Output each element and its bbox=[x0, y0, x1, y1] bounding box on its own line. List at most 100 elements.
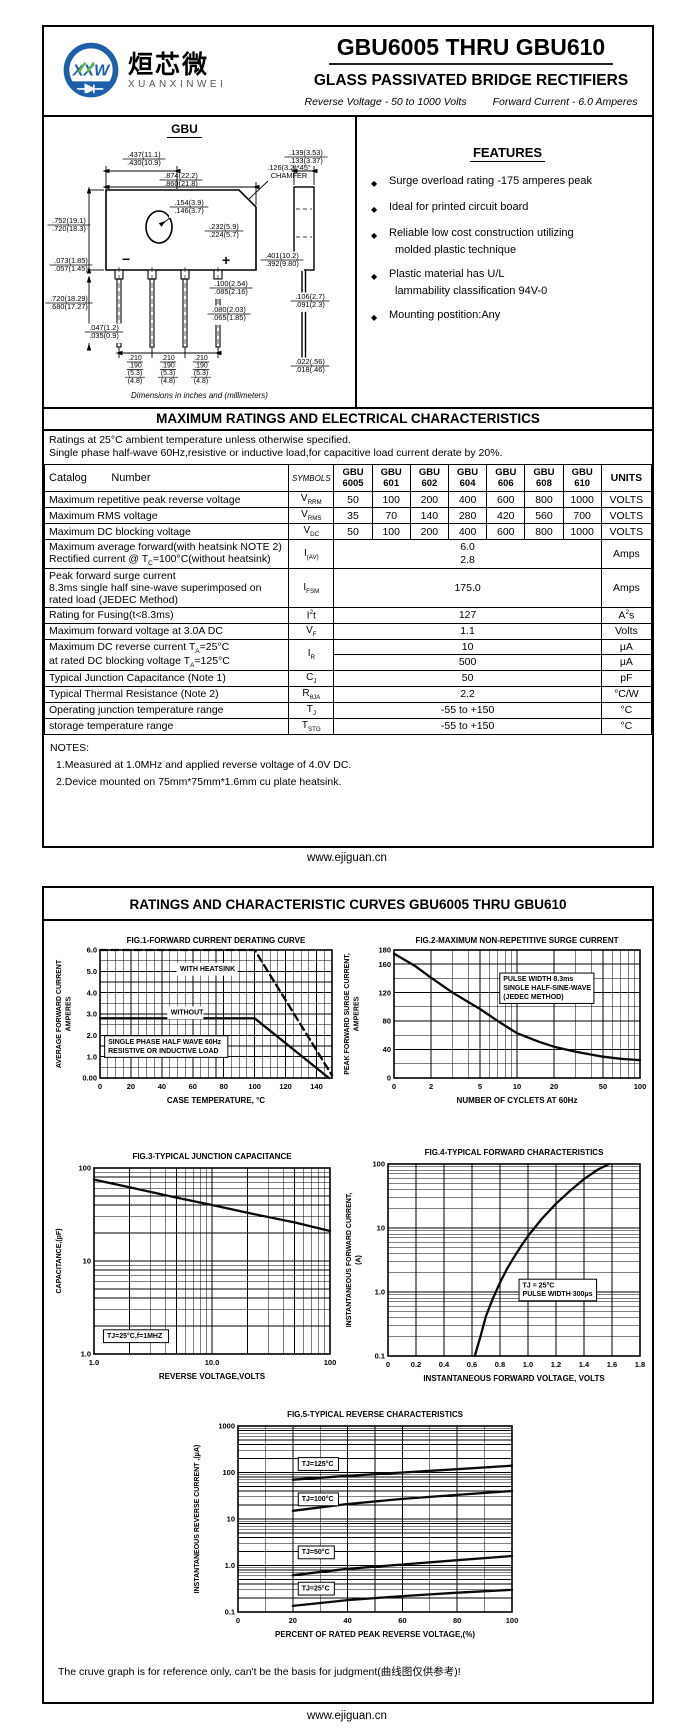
dimension-label: .224(5.7) bbox=[209, 230, 239, 239]
chart-title: FIG.4-TYPICAL FORWARD CHARACTERISTICS bbox=[425, 1148, 604, 1157]
feature-text: Surge overload rating -175 amperes peak bbox=[389, 175, 593, 187]
table-cell: Amps bbox=[600, 568, 653, 609]
ratings-condition-line: Single phase half-wave 60Hz,resistive or… bbox=[49, 447, 503, 459]
y-tick-label: 0 bbox=[387, 1074, 391, 1083]
feature-item: ◆ Mounting postition:Any bbox=[371, 308, 644, 325]
feature-item: ◆ Reliable low cost construction utilizin… bbox=[371, 226, 644, 258]
table-cell: 400 bbox=[447, 491, 488, 508]
table-cell: 35 bbox=[333, 507, 373, 524]
y-tick-label: 120 bbox=[378, 988, 391, 997]
y-tick-label: 100 bbox=[78, 1164, 91, 1173]
y-axis-label: INSTANTANEOUS REVERSE CURRENT ,(μA) bbox=[194, 1445, 201, 1594]
plot-border bbox=[393, 949, 641, 1079]
table-cell: 200 bbox=[409, 523, 449, 540]
y-tick-label: 180 bbox=[378, 946, 391, 955]
x-tick-label: 0.8 bbox=[495, 1360, 505, 1369]
x-tick-label: 5 bbox=[478, 1082, 482, 1091]
annotation-box bbox=[297, 1581, 335, 1596]
dimension-label: .720(18.3) bbox=[52, 224, 86, 233]
x-tick-label: 0.4 bbox=[439, 1360, 450, 1369]
table-cell: 280 bbox=[447, 507, 488, 524]
electrical-characteristics-table: Catalog Number SYMBOLS GBU 6005 GBU 601 GBU 602… bbox=[43, 464, 653, 735]
dimension-label: .401(10.2) bbox=[265, 251, 299, 260]
annotation-text: RESISTIVE OR INDUCTIVE LOAD bbox=[108, 1048, 218, 1055]
table-cell: -55 to +150 bbox=[333, 717, 602, 735]
y-tick-label: 0.00 bbox=[82, 1074, 97, 1083]
logo-pinyin-name: XUANXINWEI bbox=[128, 79, 227, 90]
ratings-conditions: Ratings at 25°C ambient temperature unle… bbox=[44, 431, 652, 464]
dimension-label: .035(0.9) bbox=[89, 331, 119, 340]
x-axis-label: REVERSE VOLTAGE,VOLTS bbox=[159, 1372, 266, 1381]
dimension-label: .146(3.7) bbox=[174, 206, 204, 215]
x-tick-label: 10 bbox=[513, 1082, 521, 1091]
package-drawing: GBU bbox=[44, 117, 357, 407]
table-cell: 420 bbox=[486, 507, 526, 524]
table-row: Maximum average forward(with heatsink NO… bbox=[43, 538, 653, 570]
annotation-box bbox=[167, 1006, 204, 1020]
y-axis-label: (A) bbox=[356, 1255, 363, 1265]
dimension-label: .047(1.2) bbox=[89, 323, 119, 332]
dimension-label: .392(9.80) bbox=[265, 259, 299, 268]
dimension-label: (5.3) bbox=[194, 370, 208, 377]
table-cell: 2.2 bbox=[333, 685, 602, 703]
curve-tj-125-c bbox=[291, 1464, 514, 1481]
y-axis-label: AMPERES bbox=[66, 996, 73, 1031]
datasheet-page-1: XXW 烜芯微 XUANXINWEI bbox=[42, 25, 654, 848]
part-number-title: GBU6005 THRU GBU610 bbox=[328, 34, 614, 65]
fig2-max-non-repetitive-surge-current: 0 2 5 10 20 50 100 0 40 80 120 160 180 PULSE WIDTH 8.… bbox=[340, 934, 648, 1117]
dimension-label: .139(3.53) bbox=[289, 148, 323, 157]
table-row: Maximum RMS voltage VRMS 35 70 140 280 420 560 7… bbox=[43, 507, 653, 524]
plot-border bbox=[237, 1425, 513, 1613]
x-tick-label: 40 bbox=[343, 1616, 351, 1625]
table-cell: 1.1 bbox=[333, 622, 602, 640]
x-tick-label: 1.6 bbox=[607, 1360, 617, 1369]
annotation-box bbox=[297, 1545, 335, 1560]
table-cell: 6.0 2.8 bbox=[333, 538, 602, 570]
document-subtitle: GLASS PASSIVATED BRIDGE RECTIFIERS bbox=[313, 72, 629, 89]
dimension-label: .154(3.9) bbox=[174, 198, 204, 207]
dimension-label: .232(5.9) bbox=[209, 222, 239, 231]
table-cell: 50 bbox=[333, 669, 602, 687]
table-row: Rating for Fusing(t<8.3ms) I2t 127 A2s bbox=[43, 607, 653, 624]
x-tick-label: 60 bbox=[398, 1616, 406, 1625]
table-cell: A2s bbox=[600, 607, 653, 624]
x-tick-label: 120 bbox=[279, 1082, 292, 1091]
annotation-box bbox=[104, 1035, 229, 1058]
table-cell: GBU 604 bbox=[447, 464, 488, 492]
feature-item: ◆ Surge overload rating -175 amperes peak bbox=[371, 174, 644, 191]
annotation-text: TJ=100°C bbox=[302, 1495, 334, 1503]
table-cell: Maximum average forward(with heatsink NO… bbox=[43, 538, 290, 570]
x-tick-label: 100 bbox=[248, 1082, 261, 1091]
table-cell: Operating junction temperature range bbox=[43, 701, 290, 719]
chart-title: FIG.3-TYPICAL JUNCTION CAPACITANCE bbox=[132, 1152, 292, 1161]
feature-text: Mounting postition:Any bbox=[389, 309, 501, 321]
note-line: 2.Device mounted on 75mm*75mm*1.6mm cu p… bbox=[56, 775, 342, 788]
y-tick-label: 100 bbox=[222, 1468, 235, 1477]
website-link[interactable]: www.ejiguan.cn bbox=[307, 852, 387, 864]
max-ratings-heading: MAXIMUM RATINGS AND ELECTRICAL CHARACTER… bbox=[44, 407, 652, 431]
table-cell: 600 bbox=[486, 491, 526, 508]
table-cell: UNITS bbox=[600, 464, 653, 492]
table-cell: GBU 610 bbox=[562, 464, 602, 492]
table-cell: VDC bbox=[288, 523, 335, 540]
website-link[interactable]: www.ejiguan.cn bbox=[307, 1710, 387, 1722]
logo-icon: XXW bbox=[63, 42, 119, 98]
y-tick-label: 80 bbox=[383, 1017, 391, 1026]
y-axis-label: AMPERES bbox=[354, 996, 361, 1031]
table-cell: Maximum DC blocking voltage bbox=[43, 523, 290, 540]
dimension-label: .091(2.3) bbox=[295, 300, 325, 309]
chart-title: FIG.5-TYPICAL REVERSE CHARACTERISTICS bbox=[287, 1410, 464, 1419]
table-cell: GBU 6005 bbox=[333, 464, 373, 492]
dimension-label: .190 bbox=[128, 363, 142, 370]
dimension-label: .022(.56) bbox=[295, 357, 325, 366]
table-cell: RθJA bbox=[288, 685, 335, 703]
dimension-label: .018(.46) bbox=[295, 365, 325, 374]
dimension-label: .190 bbox=[194, 363, 208, 370]
dimension-label: (5.3) bbox=[128, 370, 142, 377]
table-cell: 175.0 bbox=[333, 568, 602, 609]
table-cell: Maximum forward voltage at 3.0A DC bbox=[43, 622, 290, 640]
y-tick-label: 4.0 bbox=[87, 988, 97, 997]
dimension-label: .430(10.9) bbox=[127, 158, 161, 167]
curves-disclaimer: The cruve graph is for reference only, c… bbox=[58, 1666, 461, 1678]
dimension-label: .210 bbox=[194, 355, 208, 362]
